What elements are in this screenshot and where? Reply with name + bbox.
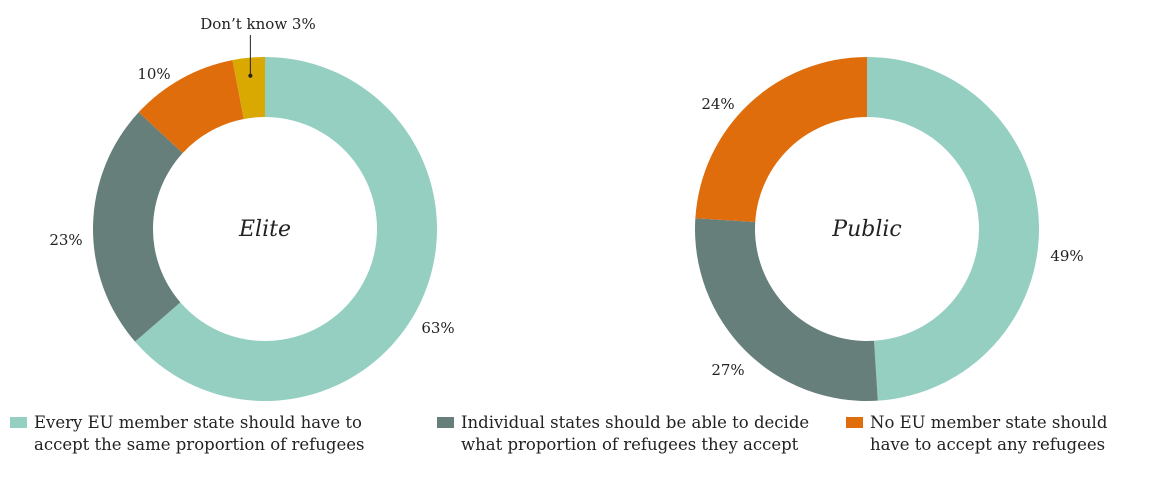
legend: Every EU member state should have to acc… (0, 412, 1149, 486)
public-slice-every-eu-member-state-should-h (867, 57, 1039, 401)
legend-item-no-refugees: No EU member state should have to accept… (846, 412, 1107, 456)
elite-slice-don-t-know (232, 57, 265, 120)
elite-callout-dot (248, 73, 253, 78)
elite-slice-individual-states-should-be-ab (92, 112, 183, 342)
legend-label-no-refugees: No EU member state should have to accept… (870, 413, 1108, 454)
elite-value-label-no-eu-member-state-should-have: 10% (137, 65, 170, 83)
legend-swatch-no-refugees (846, 417, 863, 428)
legend-swatch-individual-states (437, 417, 454, 428)
public-value-label-individual-states-should-be-ab: 27% (711, 361, 744, 379)
public-slice-individual-states-should-be-ab (695, 218, 878, 401)
public-center-label: Public (831, 217, 901, 242)
elite-value-label-don-t-know: Don’t know 3% (200, 15, 315, 33)
legend-item-individual-states: Individual states should be able to deci… (437, 412, 809, 456)
public-value-label-every-eu-member-state-should-h: 49% (1050, 247, 1083, 265)
elite-donut-chart: 63% 23% 10% Don’t know 3% (49, 15, 455, 401)
public-slice-no-eu-member-state-should-have (695, 57, 867, 222)
elite-value-label-every-eu-member-state-should-h: 63% (421, 319, 454, 337)
public-value-label-no-eu-member-state-should-have: 24% (701, 95, 734, 113)
elite-value-label-individual-states-should-be-ab: 23% (49, 231, 82, 249)
donut-charts: 63% 23% 10% Don’t know 3% 49% 27% 24% Elite P… (49, 15, 1084, 401)
elite-center-label: Elite (238, 217, 291, 242)
legend-label-same-proportion: Every EU member state should have to acc… (34, 413, 365, 454)
elite-slice-no-eu-member-state-should-have (138, 60, 244, 154)
legend-item-same-proportion: Every EU member state should have to acc… (10, 412, 364, 456)
legend-swatch-same-proportion (10, 417, 27, 428)
elite-slice-every-eu-member-state-should-h (135, 57, 437, 401)
legend-label-individual-states: Individual states should be able to deci… (461, 413, 810, 454)
public-donut-chart: 49% 27% 24% (695, 57, 1084, 401)
